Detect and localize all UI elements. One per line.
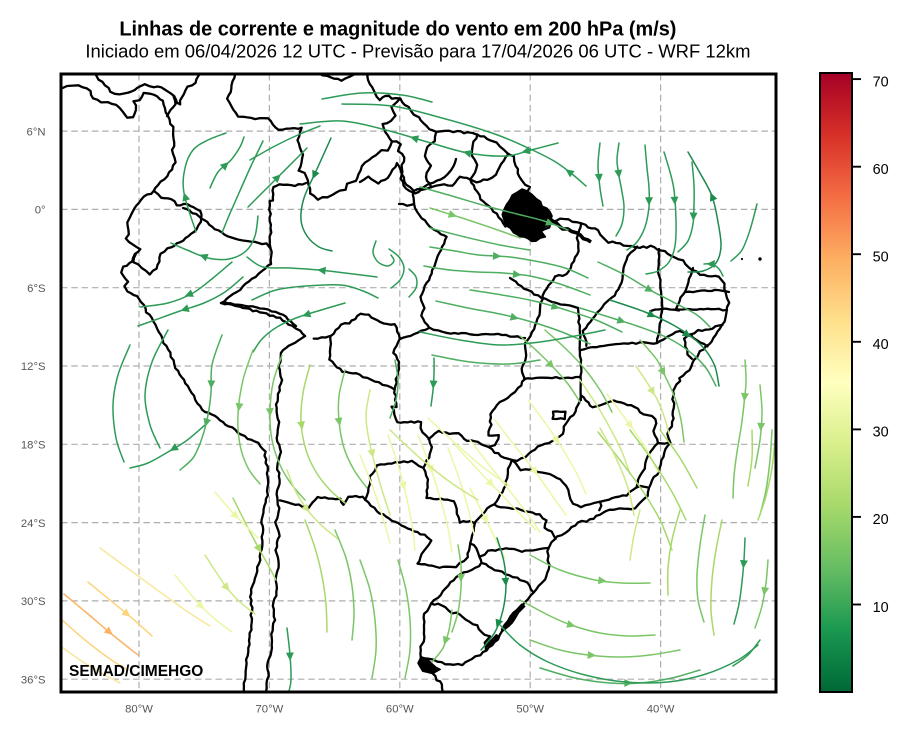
svg-text:80°W: 80°W — [125, 704, 153, 716]
svg-text:12°S: 12°S — [21, 361, 46, 373]
svg-text:20: 20 — [873, 512, 889, 528]
svg-text:Linhas de corrente e magnitude: Linhas de corrente e magnitude do vento … — [119, 18, 676, 40]
svg-text:50°W: 50°W — [516, 704, 544, 716]
svg-text:40°W: 40°W — [647, 704, 675, 716]
svg-text:10: 10 — [873, 600, 889, 616]
svg-text:Iniciado em 06/04/2026 12 UTC: Iniciado em 06/04/2026 12 UTC - Previsão… — [85, 41, 750, 62]
svg-text:30: 30 — [873, 425, 889, 441]
svg-text:70: 70 — [873, 74, 889, 90]
svg-text:50: 50 — [873, 250, 889, 266]
svg-text:60°W: 60°W — [386, 704, 414, 716]
svg-text:30°S: 30°S — [21, 596, 46, 608]
svg-text:18°S: 18°S — [21, 440, 46, 452]
svg-text:SEMAD/CIMEHGO: SEMAD/CIMEHGO — [69, 663, 203, 680]
svg-text:0°: 0° — [35, 205, 46, 217]
svg-text:6°N: 6°N — [27, 126, 46, 138]
svg-text:36°S: 36°S — [21, 674, 46, 686]
svg-text:70°W: 70°W — [256, 704, 284, 716]
svg-text:6°S: 6°S — [27, 283, 46, 295]
svg-text:60: 60 — [873, 162, 889, 178]
svg-text:40: 40 — [873, 337, 889, 353]
svg-text:24°S: 24°S — [21, 518, 46, 530]
